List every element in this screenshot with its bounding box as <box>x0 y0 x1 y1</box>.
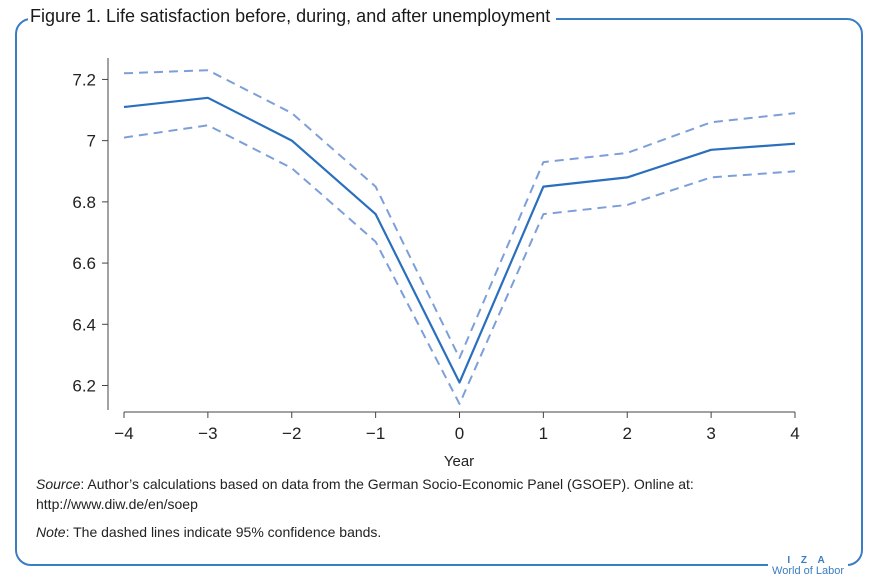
y-tick-label: 6.4 <box>72 315 96 334</box>
x-axis-label: Year <box>444 453 474 470</box>
series-line-estimate <box>123 96 796 384</box>
iza-logo-tagline: World of Labor <box>772 565 844 577</box>
series-line-lower <box>123 124 796 405</box>
note-label: Note <box>36 524 66 540</box>
iza-logo: I Z A World of Labor <box>768 555 848 577</box>
x-tick-label: 0 <box>455 424 464 443</box>
iza-logo-letters: I Z A <box>787 555 829 566</box>
chart-series <box>123 69 796 405</box>
note-text: : The dashed lines indicate 95% confiden… <box>65 524 382 540</box>
source-text: : Author’s calculations based on data fr… <box>36 476 694 512</box>
y-tick-label: 7 <box>87 132 96 151</box>
x-tick-label: 1 <box>539 424 548 443</box>
x-tick-label: −2 <box>282 424 301 443</box>
y-tick-label: 6.6 <box>72 254 96 273</box>
y-tick-label: 6.8 <box>72 193 96 212</box>
x-tick-label: −4 <box>114 424 133 443</box>
source-label: Source <box>36 476 81 492</box>
x-tick-label: 4 <box>790 424 799 443</box>
chart-axes: 6.2 6.4 6.6 6.8 7 7.2 −4 −3 −2 −1 0 1 2 3 4 <box>72 58 800 443</box>
figure-title: Figure 1. Life satisfaction before, duri… <box>28 6 557 27</box>
series-line-upper <box>123 69 796 359</box>
note-caption: Note: The dashed lines indicate 95% conf… <box>36 522 381 542</box>
source-caption: Source: Author’s calculations based on d… <box>36 474 836 514</box>
y-tick-label: 6.2 <box>72 377 96 396</box>
x-tick-label: −1 <box>366 424 385 443</box>
x-tick-label: −3 <box>198 424 217 443</box>
x-tick-label: 2 <box>623 424 632 443</box>
x-tick-label: 3 <box>706 424 715 443</box>
y-tick-label: 7.2 <box>72 70 96 89</box>
